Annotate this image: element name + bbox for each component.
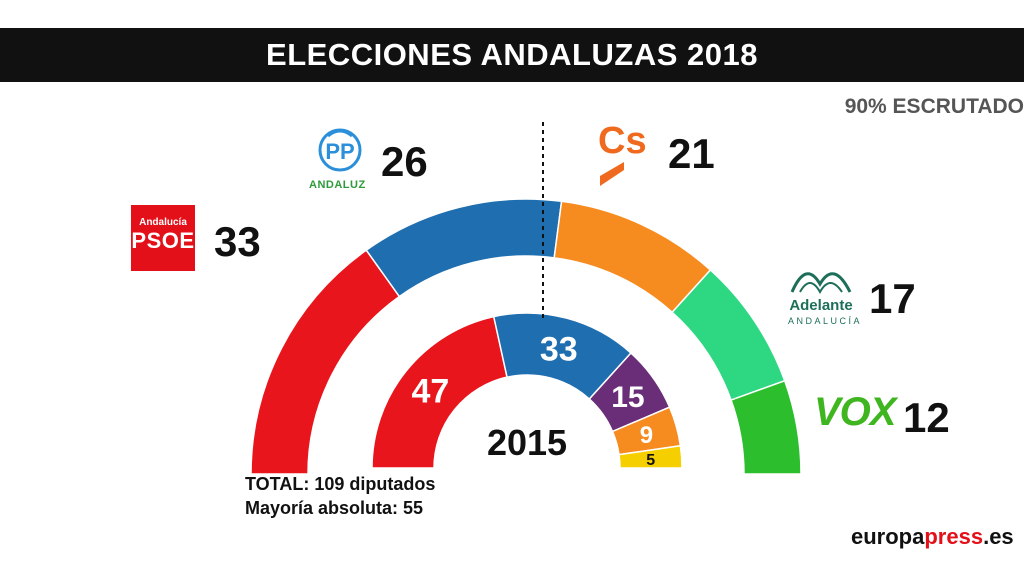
value-label-inner-arc-pp: 33	[540, 330, 578, 368]
arc-outer-arc-vox	[730, 379, 802, 475]
year-label-2015: 2015	[487, 422, 567, 463]
seats-adelante-2018: 17	[869, 275, 916, 322]
arc-outer-arc-pp	[365, 198, 563, 298]
cs-logo-arrow	[600, 162, 624, 186]
vox-logo: VOX	[814, 390, 896, 434]
seats-vox-2018: 12	[903, 394, 950, 441]
cs-logo-text: Cs	[598, 120, 647, 162]
chart-title: ELECCIONES ANDALUZAS 2018	[0, 28, 1024, 82]
arc-inner-arc-iu	[618, 444, 683, 469]
pp-logo: PP ANDALUZ	[306, 124, 374, 194]
seats-psoe-2018: 33	[214, 218, 261, 265]
adelante-logo-icon	[790, 272, 852, 295]
arc-inner-arc-psoe	[371, 315, 508, 469]
pp-logo-icon: PP	[318, 128, 362, 172]
seats-pp-2018: 26	[381, 138, 428, 185]
cs-logo: Cs	[598, 120, 668, 190]
total-seats: TOTAL: 109 diputados	[245, 474, 436, 494]
value-label-inner-arc-psoe: 47	[411, 373, 449, 411]
majority-label: Mayoría absoluta: 55	[245, 498, 424, 518]
source-logo: europapress.es	[851, 524, 1014, 549]
seats-cs-2018: 21	[668, 130, 715, 177]
value-label-inner-arc-cs: 9	[640, 422, 653, 449]
value-label-inner-arc-podemos: 15	[611, 381, 644, 414]
outer-arc-2018	[250, 198, 802, 475]
adelante-logo: Adelante ANDALUCÍA	[776, 260, 866, 330]
pp-logo-sub: ANDALUZ	[309, 179, 366, 191]
pp-logo-text: PP	[325, 139, 354, 164]
inner-arc-2015: 47 33 15 9 5	[371, 312, 683, 469]
value-label-inner-arc-iu: 5	[646, 452, 655, 469]
scrutiny-label: 90% ESCRUTADO	[844, 95, 1024, 118]
psoe-logo: Andalucía PSOE	[131, 205, 195, 271]
